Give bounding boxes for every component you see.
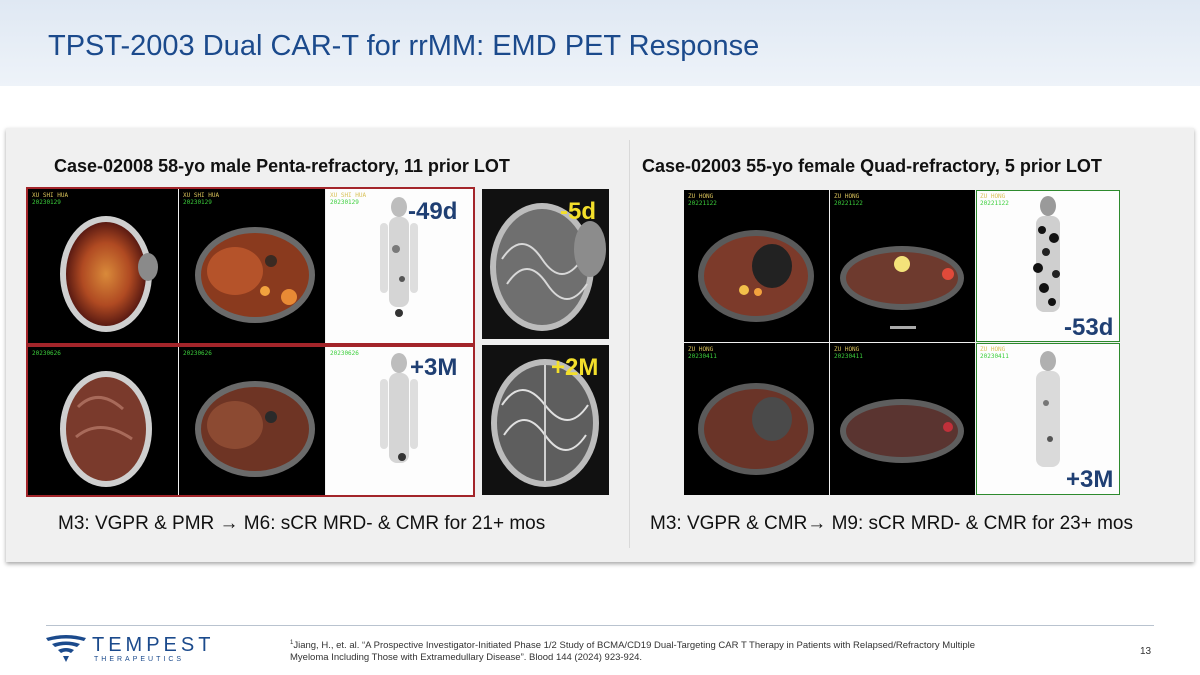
scan-date: 20221122: [688, 200, 717, 207]
slide-title: TPST-2003 Dual CAR-T for rrMM: EMD PET R…: [48, 30, 760, 62]
citation-marker: 1: [290, 640, 294, 646]
page-number: 13: [1140, 646, 1152, 657]
logo-subtitle: THERAPEUTICS: [94, 656, 185, 663]
scan-date: 20230411: [834, 353, 863, 360]
brain-pet-image: [60, 371, 152, 487]
scan-name: XU SHI HUA: [183, 192, 220, 199]
citation: 1Jiang, H., et. al. “A Prospective Inves…: [290, 637, 990, 664]
case-right-baseline-pet-timepoint: -53d: [1064, 314, 1114, 341]
case-left-brain-pet-baseline: XU SHI HUA 20230129: [28, 189, 178, 343]
scan-date: 20230626: [183, 350, 212, 357]
brain-mri-image: [491, 359, 599, 487]
scan-date: 20221122: [980, 200, 1009, 207]
scan-date: 20230411: [688, 353, 717, 360]
case-right-chest-pet-baseline: ZU HONG 20221122: [830, 190, 975, 342]
case-right-abdomen-pet-baseline: ZU HONG 20221122: [684, 190, 829, 342]
case-left-baseline-pet-timepoint: -49d: [408, 198, 458, 225]
case-left-mip-followup: 20230626: [326, 347, 473, 495]
scan-date: 20230129: [330, 199, 359, 206]
abdomen-pet-image: [195, 381, 315, 477]
case-right-summary: M3: VGPR & CMR→ M9: sCR MRD- & CMR for 2…: [650, 513, 1133, 534]
whole-body-mip-image: [380, 197, 418, 317]
tempest-logo: TEMPEST THERAPEUTICS: [44, 630, 224, 666]
case-divider: [629, 140, 630, 548]
brain-mri-image: [490, 203, 606, 331]
abdomen-pet-image: [195, 227, 315, 323]
scan-date: 20230626: [330, 350, 359, 357]
scan-name: ZU HONG: [980, 193, 1006, 200]
case-left-abdomen-pet-baseline: XU SHI HUA 20230129: [179, 189, 325, 343]
whole-body-mip-image: [1033, 196, 1060, 312]
case-left-baseline-mri-timepoint: -5d: [560, 198, 596, 225]
scan-date: 20230626: [32, 350, 61, 357]
case-left-followup-pet-timepoint: +3M: [410, 354, 458, 381]
case-right-followup-pet-timepoint: +3M: [1066, 466, 1114, 493]
chest-pet-image: [840, 246, 964, 329]
abdomen-pet-image: [698, 383, 814, 475]
chest-pet-image: [840, 399, 964, 463]
case-right-abdomen-pet-followup: ZU HONG 20230411: [684, 343, 829, 495]
case-left-mip-baseline: XU SHI HUA 20230129: [326, 189, 473, 343]
case-right-mip-followup: ZU HONG 20230411: [976, 343, 1120, 495]
whole-body-mip-image: [380, 353, 418, 463]
case-left-followup-mri-timepoint: +2M: [551, 354, 599, 381]
whole-body-mip-image: [1036, 351, 1060, 467]
case-left-abdomen-pet-followup: 20230626: [179, 347, 325, 495]
logo-wordmark: TEMPEST: [92, 634, 215, 656]
case-right-mip-baseline: ZU HONG 20221122: [976, 190, 1120, 342]
scan-date: 20230129: [183, 199, 212, 206]
case-left-mri-baseline: [482, 189, 609, 339]
case-left-brain-pet-followup: 20230626: [28, 347, 178, 495]
citation-text: Jiang, H., et. al. “A Prospective Invest…: [290, 640, 976, 664]
footer-divider: [46, 625, 1154, 626]
scan-date: 20230411: [980, 353, 1009, 360]
scan-name: XU SHI HUA: [330, 192, 367, 199]
scan-name: XU SHI HUA: [32, 192, 69, 199]
tempest-logo-mark-icon: [46, 635, 86, 662]
scan-name: ZU HONG: [834, 346, 860, 353]
case-right-chest-pet-followup: ZU HONG 20230411: [830, 343, 975, 495]
scan-date: 20230129: [32, 199, 61, 206]
scan-name: ZU HONG: [834, 193, 860, 200]
abdomen-pet-image: [698, 230, 814, 322]
title-bar: TPST-2003 Dual CAR-T for rrMM: EMD PET R…: [0, 0, 1200, 86]
case-left-summary: M3: VGPR & PMR → M6: sCR MRD- & CMR for …: [58, 513, 546, 534]
scan-date: 20221122: [834, 200, 863, 207]
scan-name: ZU HONG: [688, 193, 714, 200]
brain-pet-image: [60, 216, 158, 332]
case-left-heading: Case-02008 58-yo male Penta-refractory, …: [54, 156, 510, 176]
case-right-heading: Case-02003 55-yo female Quad-refractory,…: [642, 156, 1102, 176]
case-left-mri-followup: [482, 345, 609, 495]
scan-name: ZU HONG: [688, 346, 714, 353]
scan-name: ZU HONG: [980, 346, 1006, 353]
